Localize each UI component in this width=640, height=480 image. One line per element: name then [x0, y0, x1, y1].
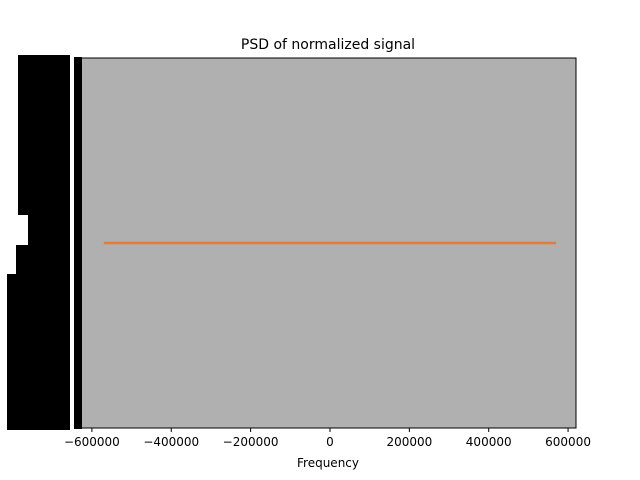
x-tick-label: 0 [326, 435, 334, 449]
y-tick-labels-overlapped [7, 55, 82, 430]
x-axis-ticks: −600000 −400000 −200000 0 200000 400000 600000 [64, 428, 591, 449]
x-tick-label: −200000 [223, 435, 279, 449]
x-axis-label: Frequency [297, 456, 359, 470]
x-tick-label: 200000 [386, 435, 432, 449]
x-tick-label: −600000 [64, 435, 120, 449]
chart-title: PSD of normalized signal [241, 37, 415, 53]
x-tick-label: 600000 [545, 435, 591, 449]
x-tick-label: −400000 [143, 435, 199, 449]
x-tick-label: 400000 [466, 435, 512, 449]
